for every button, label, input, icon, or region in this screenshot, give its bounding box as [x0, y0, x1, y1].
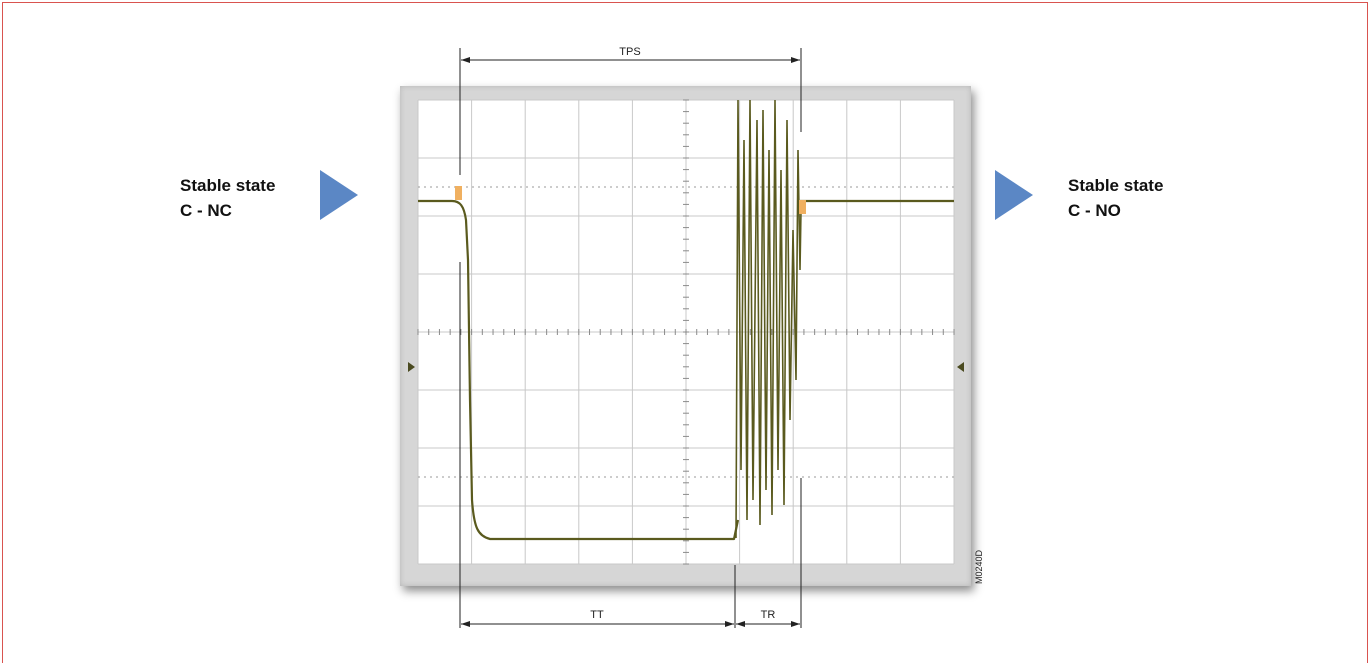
left-state-contact: C - NC [180, 201, 232, 220]
right-triangle-arrow-icon [320, 170, 358, 220]
left-stable-state-label: Stable state C - NC [180, 173, 275, 223]
channel-marker-right-icon [957, 362, 964, 372]
right-triangle-arrow-icon [995, 170, 1033, 220]
figure-code: M0240D [974, 549, 984, 584]
trigger-marker-end [799, 200, 806, 214]
tr-label: TR [761, 609, 776, 621]
trigger-marker-start [455, 186, 462, 200]
contact-bounce-trace [735, 99, 804, 539]
right-state-contact: C - NO [1068, 201, 1121, 220]
right-state-title: Stable state [1068, 176, 1164, 195]
channel-marker-left-icon [408, 362, 415, 372]
tt-label: TT [590, 609, 604, 621]
tps-label: TPS [619, 46, 640, 58]
tr-dimension: TR [736, 609, 800, 627]
tt-dimension: TT [461, 609, 734, 627]
left-state-title: Stable state [180, 176, 276, 195]
tps-dimension: TPS [461, 46, 800, 63]
right-stable-state-label: Stable state C - NO [1068, 173, 1163, 223]
signal-trace [418, 199, 954, 541]
